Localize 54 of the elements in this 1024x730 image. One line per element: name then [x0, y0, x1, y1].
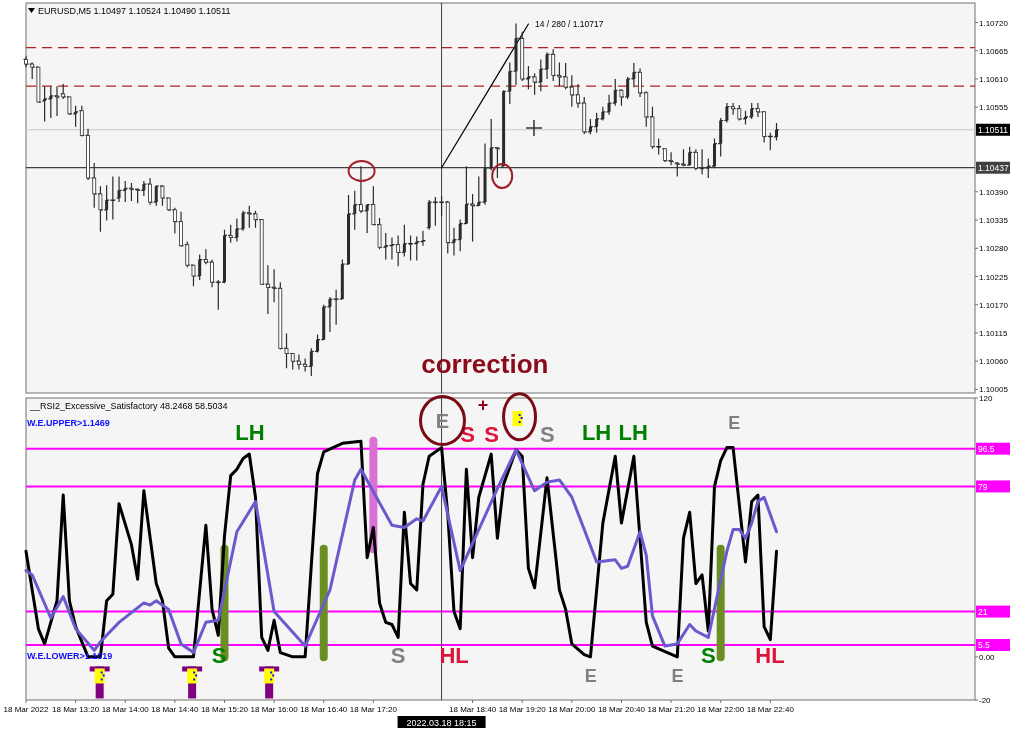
ref-line-label: 1.10437 [978, 163, 1009, 174]
x-tick-label: 18 Mar 16:40 [300, 705, 348, 714]
annotation: S [700, 643, 716, 669]
chart-title: __RSI2_Excessive_Satisfactory 48.2468 58.5034 [29, 401, 228, 411]
ref-line-label: 96.5 [978, 444, 995, 455]
x-tick-label: 18 Mar 13:20 [52, 705, 100, 714]
x-tick-label: 18 Mar 16:00 [250, 705, 299, 714]
y-tick-label: 1.10115 [979, 328, 1008, 338]
y-tick-label: 1.10390 [979, 187, 1009, 197]
x-tick-label: 18 Mar 14:00 [101, 705, 150, 714]
annotation: W.E.LOWER>1.1019 [27, 650, 113, 661]
x-tick-label: 18 Mar 19:20 [498, 705, 547, 714]
y-tick-label: 1.10170 [979, 300, 1009, 310]
x-tick-label: 18 Mar 14:40 [151, 705, 199, 714]
x-tick-label: 18 Mar 18:40 [449, 705, 497, 714]
annotation: S [484, 422, 499, 448]
ref-line-label: 5.5 [978, 640, 991, 651]
y-tick-label: 1.10280 [979, 244, 1009, 254]
x-tick-label: 18 Mar 15:20 [200, 705, 249, 714]
y-tick-label: 1.10665 [979, 46, 1009, 56]
annotation: E [584, 666, 597, 687]
annotation: S [390, 643, 406, 669]
y-tick-label: -20 [979, 696, 992, 705]
y-tick-label: 120 [979, 394, 993, 403]
y-tick-label: 1.10555 [979, 103, 1009, 113]
y-tick-label: 1.10005 [979, 385, 1009, 395]
annotation: LH [235, 419, 265, 445]
annotation: W.E.UPPER>1.1469 [27, 418, 110, 428]
y-tick-label: 1.10060 [979, 357, 1009, 367]
annotation: S [540, 422, 555, 448]
annotation: E [671, 666, 684, 687]
x-tick-label: 18 Mar 2022 [3, 705, 50, 714]
ref-line-label: 2022.03.18 18:15 [406, 717, 477, 728]
annotation: LH [581, 419, 612, 445]
y-tick-label: 0.00 [979, 652, 996, 662]
annotation: HL [755, 643, 785, 669]
x-tick-label: 18 Mar 21:20 [647, 705, 696, 714]
x-tick-label: 18 Mar 17:20 [349, 705, 398, 714]
annotation: 14 / 280 / 1.10717 [534, 19, 604, 29]
y-tick-label: 1.10225 [979, 272, 1009, 282]
y-tick-label: 1.10610 [979, 74, 1009, 84]
annotation: E [728, 412, 741, 433]
x-tick-label: 18 Mar 22:00 [697, 705, 745, 714]
annotation: LH [618, 419, 648, 445]
x-tick-label: 18 Mar 20:40 [597, 705, 646, 714]
chart-title: EURUSD,M5 1.10497 1.10524 1.10490 1.10511 [38, 6, 231, 16]
annotation: + [477, 395, 489, 416]
ref-line-label: 21 [978, 607, 988, 618]
y-tick-label: 1.10335 [979, 216, 1009, 226]
ref-line-label: 1.10511 [978, 125, 1009, 136]
y-tick-label: 1.10720 [979, 18, 1009, 28]
x-tick-label: 18 Mar 20:00 [548, 705, 596, 714]
ref-line-label: 79 [978, 481, 988, 492]
x-tick-label: 18 Mar 22:40 [746, 705, 795, 714]
